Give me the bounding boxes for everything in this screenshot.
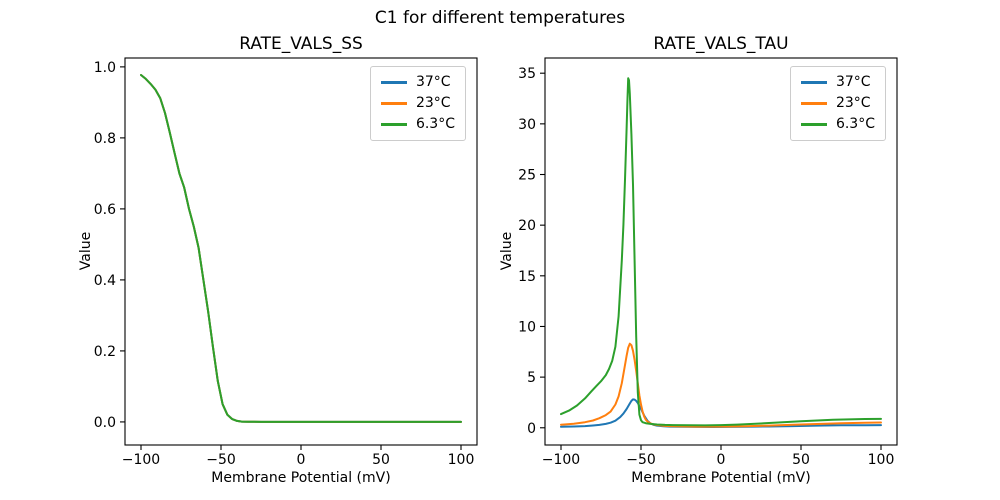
y-tick-label: 0	[527, 421, 536, 437]
left-plot-title: RATE_VALS_SS	[239, 34, 363, 54]
x-tick-label: −50	[206, 452, 236, 468]
figure-title: C1 for different temperatures	[374, 8, 626, 28]
legend-label-23c: 23°C	[835, 95, 871, 111]
legend-line-sample-23c	[380, 102, 407, 105]
legend-label-37c: 37°C	[415, 74, 451, 90]
legend-entry: 23°C	[380, 94, 455, 113]
right-plot-legend: 37°C 23°C 6.3°C	[789, 66, 886, 141]
y-tick-label: 0.4	[94, 273, 116, 289]
x-tick-label: 100	[868, 452, 895, 468]
right-plot-xlabel: Membrane Potential (mV)	[631, 470, 811, 486]
left-plot-xlabel: Membrane Potential (mV)	[211, 470, 391, 486]
x-tick-label: 50	[792, 452, 810, 468]
y-tick-label: 0.0	[94, 415, 116, 431]
right-plot-title: RATE_VALS_TAU	[653, 34, 789, 54]
y-tick-label: 0.6	[94, 202, 116, 218]
legend-label-23c: 23°C	[415, 95, 451, 111]
legend-line-sample-23c	[800, 102, 827, 105]
y-tick-label: 5	[527, 370, 536, 386]
legend-label-37c: 37°C	[835, 74, 871, 90]
y-tick-label: 0.2	[94, 344, 116, 360]
x-tick-label: −50	[626, 452, 656, 468]
y-tick-label: 1.0	[94, 60, 116, 76]
left-plot-ylabel: Value	[78, 231, 94, 271]
legend-entry: 6.3°C	[800, 115, 875, 134]
legend-label-63c: 6.3°C	[835, 116, 875, 132]
legend-line-sample-63c	[800, 123, 827, 126]
x-tick-label: 50	[372, 452, 390, 468]
series-line-63c	[140, 74, 462, 423]
y-tick-label: 15	[518, 269, 536, 285]
y-tick-label: 20	[518, 218, 536, 234]
legend-line-sample-63c	[380, 123, 407, 126]
series-line-23c	[560, 342, 882, 428]
y-tick-label: 30	[518, 117, 536, 133]
y-tick-label: 25	[518, 168, 536, 184]
right-plot-ylabel: Value	[499, 231, 515, 271]
series-line-63c	[560, 77, 882, 427]
left-plot-legend: 37°C 23°C 6.3°C	[369, 66, 466, 141]
x-tick-label: 100	[448, 452, 475, 468]
y-tick-label: 10	[518, 319, 536, 335]
legend-entry: 37°C	[800, 73, 875, 92]
x-tick-label: 0	[297, 452, 306, 468]
legend-line-sample-37c	[380, 81, 407, 84]
legend-entry: 6.3°C	[380, 115, 455, 134]
legend-entry: 37°C	[380, 73, 455, 92]
y-tick-label: 0.8	[94, 131, 116, 147]
y-tick-label: 35	[518, 66, 536, 82]
x-tick-label: −100	[122, 452, 160, 468]
axes-left: −100 −50 0 50 100 0.0 0.2 0.4 0.6 0.8 1.0	[94, 57, 478, 468]
legend-line-sample-37c	[800, 81, 827, 84]
x-tick-label: −100	[542, 452, 580, 468]
legend-label-63c: 6.3°C	[415, 116, 455, 132]
legend-entry: 23°C	[800, 94, 875, 113]
x-tick-label: 0	[717, 452, 726, 468]
axes-right: −100 −50 0 50 100 0 5 10 15 20 25 30 35	[518, 57, 898, 468]
